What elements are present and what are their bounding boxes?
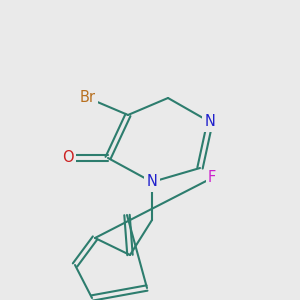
Text: N: N bbox=[205, 115, 215, 130]
Text: Br: Br bbox=[80, 91, 96, 106]
Text: F: F bbox=[208, 170, 216, 185]
Text: O: O bbox=[62, 151, 74, 166]
Text: N: N bbox=[147, 175, 158, 190]
